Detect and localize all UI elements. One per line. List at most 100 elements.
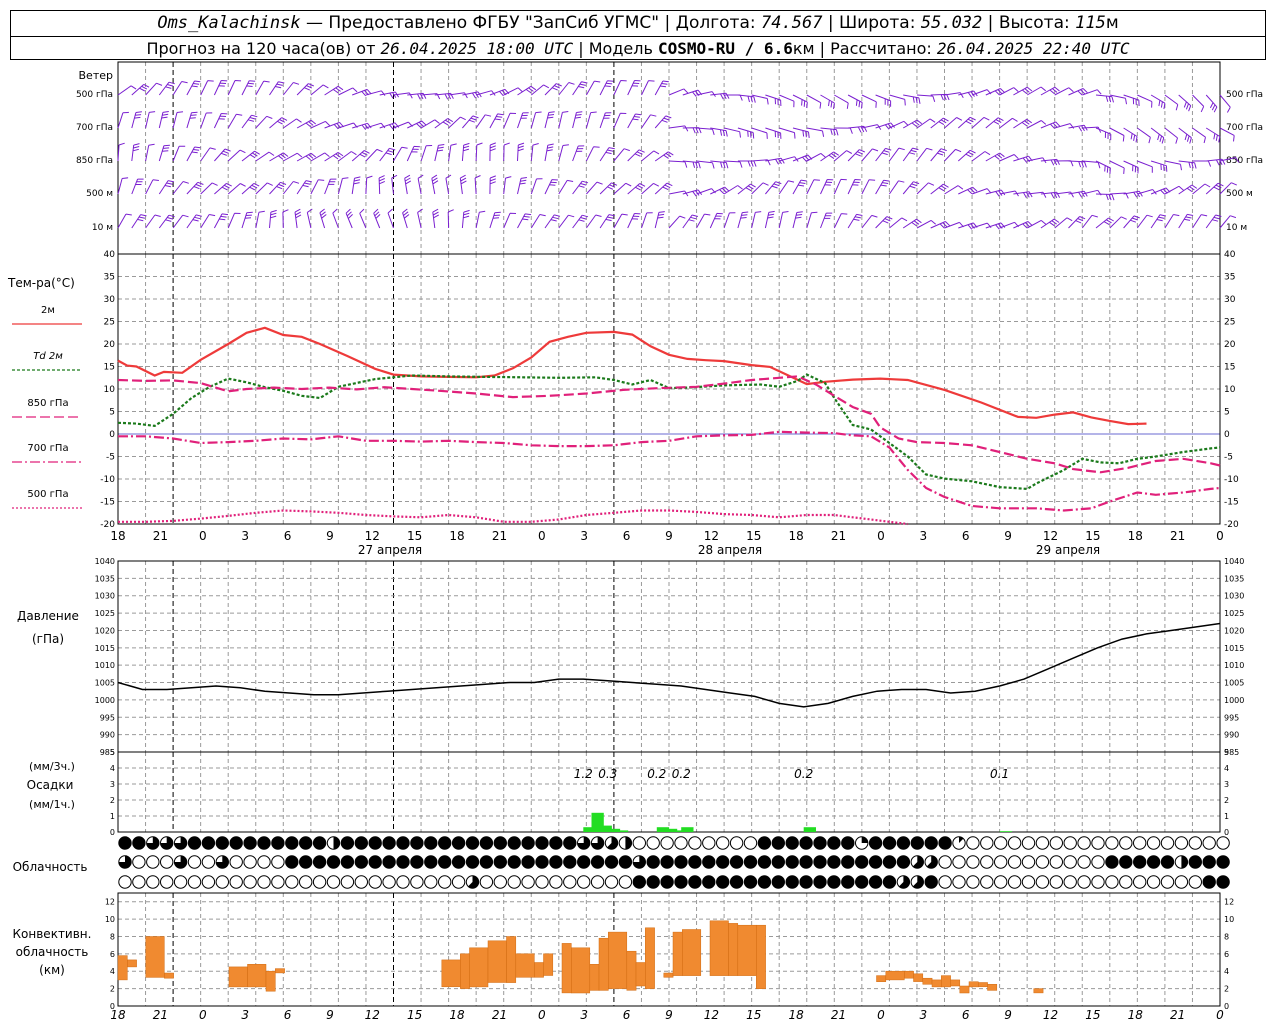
wind-barb	[778, 211, 789, 229]
cloud-circle	[563, 855, 577, 869]
wind-barb	[820, 179, 834, 195]
cloud-circle	[396, 836, 410, 850]
cloud-circle	[1146, 836, 1161, 850]
cloud-circle	[660, 855, 674, 869]
wind-barb	[1068, 160, 1087, 168]
time-tick-label-bottom: 6	[284, 1008, 292, 1022]
wind-barb	[1040, 191, 1061, 199]
conv-bar	[728, 923, 739, 976]
y-tick-label-left: 4	[110, 764, 115, 773]
wind-barb	[641, 212, 653, 229]
wind-barb	[834, 94, 849, 109]
cloud-circle	[757, 836, 772, 850]
wind-barb	[227, 80, 242, 96]
y-tick-label-left: 1005	[95, 679, 115, 688]
cloud-circle	[841, 855, 855, 869]
cloud-fill	[468, 875, 479, 889]
wind-barb	[296, 83, 314, 96]
cloud-circle	[938, 836, 952, 850]
wind-barb	[306, 208, 313, 229]
precip-bar	[803, 827, 816, 832]
wind-barb	[696, 213, 711, 229]
cloud-circle	[1133, 855, 1147, 869]
cloud-circle	[618, 875, 633, 889]
y-tick-label-left: 10	[104, 385, 116, 395]
y-tick-label-right: 15	[1224, 363, 1235, 373]
cloud-circle	[368, 855, 382, 869]
wind-barb	[1164, 160, 1182, 171]
wind-barb	[765, 181, 782, 195]
wind-barb	[391, 174, 398, 195]
wind-barb	[820, 151, 839, 162]
temp-title: Тем-ра(°C)	[7, 276, 75, 290]
wind-barb	[944, 92, 964, 99]
wind-barb	[1150, 187, 1171, 195]
cloud-fill	[146, 836, 160, 850]
wind-barb	[255, 210, 265, 229]
wind-barb	[668, 160, 688, 168]
cloud-circle	[660, 836, 674, 850]
wind-barb	[445, 174, 452, 195]
conv-bar	[145, 936, 165, 978]
wind-barb	[489, 142, 496, 162]
wind-barb	[847, 149, 865, 162]
lon-value: 74.567	[761, 13, 823, 33]
cloud-circle	[688, 875, 702, 889]
conv-panel-frame	[117, 892, 1221, 1007]
cloud-circle	[674, 855, 688, 869]
wind-barb	[1150, 94, 1166, 110]
wind-barb	[558, 82, 575, 96]
cloud-circle	[1160, 855, 1175, 869]
conv-bar	[164, 972, 174, 979]
precip-bar	[664, 828, 678, 832]
wind-level-label-left: 10 м	[92, 223, 113, 233]
legend-label-td2m: Td 2м	[33, 351, 63, 362]
cloud-circle	[521, 855, 535, 869]
time-tick-label-bottom: 21	[492, 1008, 507, 1022]
wind-barb	[1205, 127, 1221, 143]
y-tick-label-left: 0	[110, 828, 115, 837]
wind-barb	[517, 142, 525, 162]
conv-title-line: (км)	[39, 963, 65, 977]
cloud-circle	[966, 836, 980, 850]
cloud-circle	[340, 875, 355, 889]
wind-barb	[324, 85, 344, 96]
cloud-circle	[1174, 875, 1189, 889]
cloud-circle	[785, 836, 799, 850]
wind-level-label-left: 500 гПа	[76, 90, 113, 100]
cloud-circle	[1202, 855, 1216, 869]
wind-barb	[319, 208, 327, 229]
wind-barb	[1150, 160, 1168, 172]
y-tick-label-right: 1040	[1224, 557, 1244, 566]
cloud-circle	[299, 836, 313, 850]
wind-barb	[710, 92, 730, 100]
wind-barb	[902, 147, 919, 162]
conv-bar	[515, 953, 535, 978]
forecast-prefix: Прогноз на 120 часа(ов) от	[146, 39, 376, 58]
wind-barb	[324, 151, 344, 162]
wind-barb	[723, 127, 741, 138]
cloud-circle	[813, 836, 827, 850]
cloud-circle	[312, 875, 327, 889]
cloud-circle	[1007, 875, 1022, 889]
cloud-circle	[451, 836, 466, 850]
y-tick-label-left: 8	[110, 932, 115, 941]
cloud-circle	[841, 836, 855, 850]
time-tick-label: 6	[284, 529, 292, 543]
conv-bar	[663, 972, 674, 978]
cloud-circle	[299, 855, 313, 869]
wind-level-label-right: 10 м	[1226, 223, 1247, 233]
wind-barb	[572, 111, 583, 129]
cloud-circle	[688, 855, 702, 869]
cloud-circle	[952, 875, 966, 889]
wind-barb	[585, 146, 600, 162]
cloud-fill	[591, 836, 604, 850]
wind-barb	[1095, 94, 1114, 103]
wind-barb	[654, 211, 665, 229]
wind-barb	[283, 152, 303, 162]
y-tick-label-left: 12	[105, 898, 115, 907]
wind-barb	[131, 214, 147, 229]
wind-barb	[999, 154, 1019, 162]
cloud-circle	[743, 836, 758, 850]
wind-barb	[172, 145, 186, 162]
